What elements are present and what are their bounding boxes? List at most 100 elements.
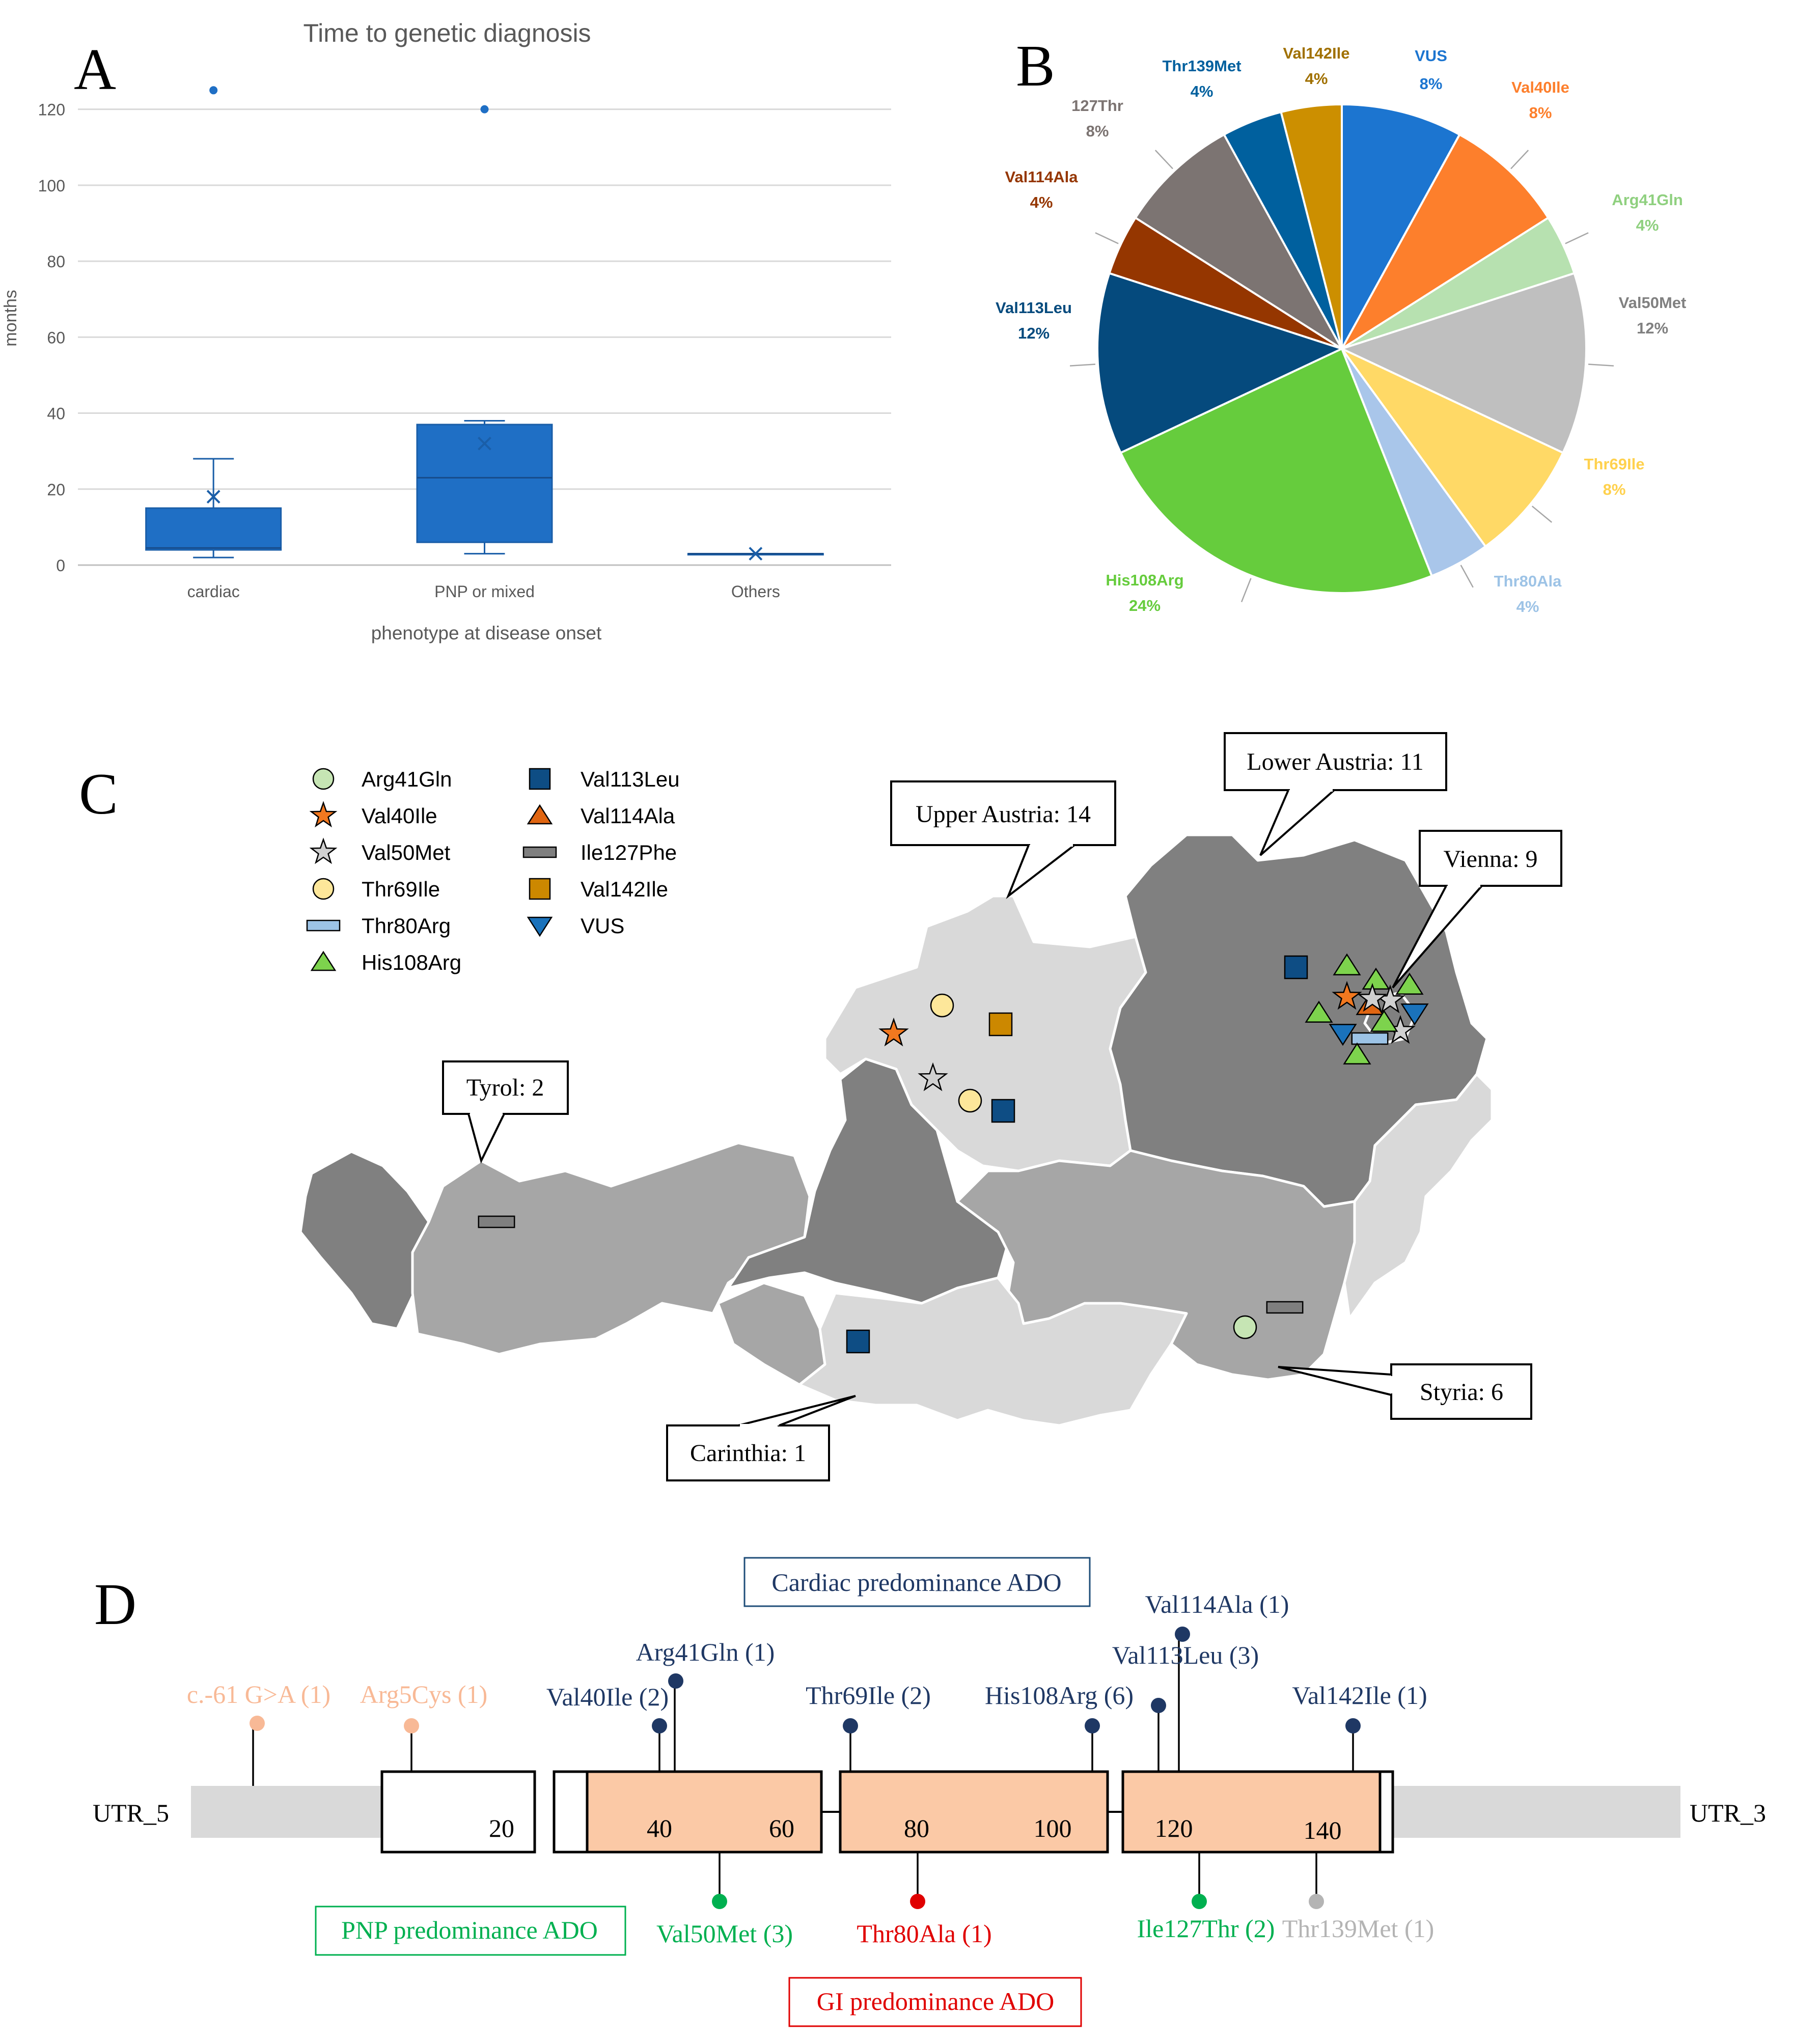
legend-label: Val40Ile (362, 804, 437, 828)
marker-square (1284, 955, 1308, 979)
lollipop-val40ile (652, 1718, 667, 1733)
pie-leader (1510, 150, 1529, 170)
y-tick-label: 100 (38, 177, 65, 195)
lollipop-val114ala (1175, 1627, 1190, 1642)
lollipop-ile127thr (1192, 1894, 1207, 1909)
position-80: 80 (904, 1814, 929, 1842)
pie-label-value: 4% (1030, 193, 1053, 211)
pie-leader (1460, 565, 1474, 588)
pie-label-name: Thr80Ala (1494, 572, 1562, 590)
legend-label: VUS (581, 914, 624, 938)
marker-circle (312, 768, 335, 790)
pie-label-value: 4% (1191, 82, 1213, 100)
map-markers (478, 953, 1429, 1354)
marker-triangle (1362, 967, 1390, 990)
box-mean-marker (749, 547, 763, 561)
callout-lower-austria-label: Lower Austria: 11 (1247, 748, 1423, 775)
legend-label: Val142Ile (581, 877, 668, 901)
exon-2 (586, 1770, 823, 1854)
marker-star (309, 801, 338, 828)
chart-a-title: Time to genetic diagnosis (303, 19, 591, 47)
callout-tyrol: Tyrol: 2 (442, 1060, 569, 1164)
marker-triangle (527, 804, 553, 825)
pie-label-value: 12% (1018, 324, 1050, 342)
callout-styria: Styria: 6 (1278, 1363, 1532, 1420)
callout-upper-austria-label: Upper Austria: 14 (916, 801, 1091, 828)
pie-leader (1565, 232, 1589, 244)
pie-label-name: Val113Leu (996, 299, 1072, 317)
legend-label: Val113Leu (581, 767, 680, 791)
marker-triangle (1370, 1010, 1398, 1032)
box-pnp-label: PNP predominance ADO (341, 1916, 598, 1944)
utr3-label: UTR_3 (1690, 1799, 1766, 1827)
pie-slice-val40ile (1341, 133, 1550, 350)
panel-a-boxplot: A Time to genetic diagnosis months pheno… (1, 19, 891, 643)
box-gi-label: GI predominance ADO (817, 1987, 1055, 2015)
marker-square (991, 1099, 1015, 1123)
y-tick-label: 60 (47, 328, 65, 347)
marker-triangle (1305, 1000, 1333, 1023)
label-thr139met: Thr139Met (1) (1282, 1914, 1435, 1943)
label-thr69ile: Thr69Ile (2) (806, 1681, 931, 1710)
pie-label-name: Val50Met (1619, 294, 1687, 312)
label-val142ile: Val142Ile (1) (1292, 1681, 1427, 1710)
chart-a-boxes (145, 86, 824, 561)
label-thr80ala: Thr80Ala (1) (857, 1919, 991, 1948)
lollipop-val142ile (1345, 1718, 1361, 1733)
pie-label-name: VUS (1415, 47, 1447, 65)
position-100: 100 (1034, 1814, 1072, 1842)
callout-carinthia: Carinthia: 1 (666, 1395, 856, 1481)
exon-1 (380, 1770, 536, 1854)
label-arg41gln: Arg41Gln (1) (636, 1638, 775, 1666)
callout-tyrol-label: Tyrol: 2 (466, 1074, 544, 1101)
panel-b-pie: B VUS 8% Val40Ile 8% Arg41Gln 4% Val50Met 12% Th… (996, 34, 1686, 615)
lollipop-arg5cys (404, 1718, 419, 1733)
y-tick-label: 120 (38, 101, 65, 119)
label-arg5cys: Arg5Cys (1) (360, 1680, 487, 1709)
panel-b-letter: B (1016, 34, 1055, 98)
lollipop-his108arg (1085, 1718, 1100, 1733)
y-tick-label: 0 (56, 556, 65, 575)
pie-leader (1240, 578, 1252, 602)
legend-label: Val114Ala (581, 804, 675, 828)
pie-label-name: 127Thr (1071, 97, 1123, 115)
lollipop-c61 (250, 1716, 265, 1731)
legend-label: Ile127Phe (581, 841, 677, 864)
legend-label: Thr69Ile (362, 877, 440, 901)
region-burgenland (1343, 1073, 1494, 1320)
label-val114ala: Val114Ala (1) (1145, 1590, 1289, 1618)
chart-a-x-ticks: cardiac PNP or mixed Others (187, 582, 780, 601)
lollipop-thr139met (1309, 1894, 1324, 1909)
exon-2-white (553, 1770, 589, 1854)
marker-star (309, 837, 338, 864)
x-tick-label: PNP or mixed (434, 582, 535, 601)
marker-triangle (1333, 953, 1361, 975)
marker-triangle (310, 950, 337, 971)
exon-3 (839, 1770, 1109, 1854)
position-140: 140 (1304, 1816, 1342, 1844)
box-mean-marker (206, 490, 220, 504)
box-pnp: PNP predominance ADO (315, 1906, 626, 1956)
exon-4 (1121, 1770, 1382, 1854)
position-40: 40 (647, 1814, 672, 1842)
pie-slice-ile127thr (1134, 133, 1343, 350)
box-0 (145, 86, 282, 558)
marker-square (988, 1012, 1013, 1037)
y-tick-label: 80 (47, 253, 65, 271)
marker-triangle (1395, 972, 1424, 995)
marker-square (846, 1329, 870, 1354)
callout-upper-austria: Upper Austria: 14 (890, 780, 1116, 900)
marker-star (1357, 983, 1388, 1012)
marker-circle (958, 1088, 982, 1113)
label-his108arg: His108Arg (6) (985, 1681, 1134, 1710)
region-vorarlberg (299, 1150, 430, 1330)
box-mean-marker (478, 436, 491, 451)
lollipop-val50met (712, 1894, 727, 1909)
pie-labels: VUS 8% Val40Ile 8% Arg41Gln 4% Val50Met 12% Thr6… (996, 44, 1686, 615)
pie-label-value: 4% (1516, 598, 1539, 615)
pie-leader (1154, 150, 1173, 170)
pie-slice-val50met (1339, 272, 1587, 455)
pie-slice-vus (1341, 103, 1461, 349)
marker-star (878, 1017, 909, 1047)
lollipop-labels-top: c.-61 G>A (1) Arg5Cys (1) Val40Ile (2) A… (187, 1590, 1427, 1711)
